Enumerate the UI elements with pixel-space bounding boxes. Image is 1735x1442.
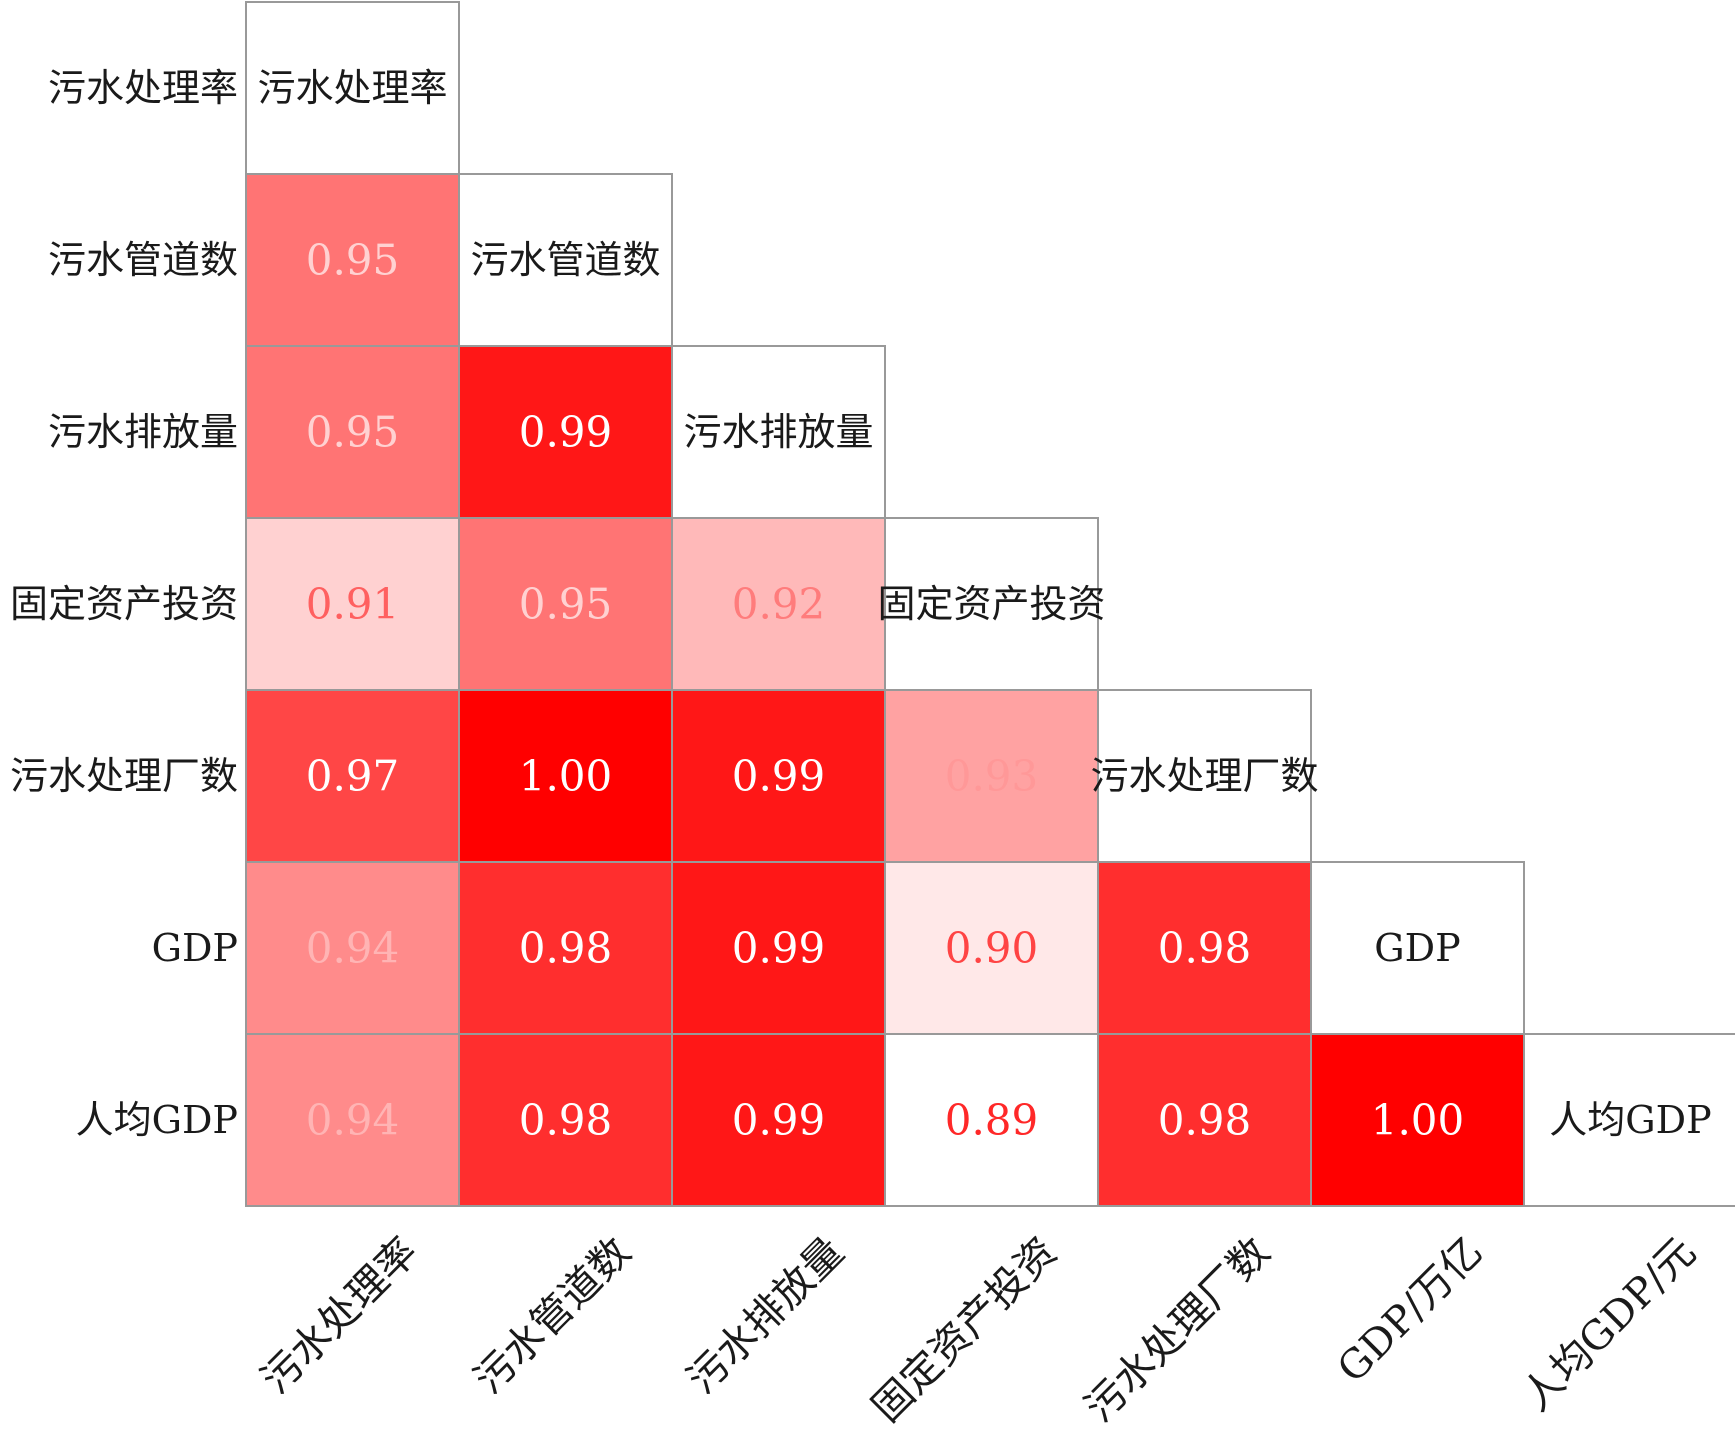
diagonal-cell	[245, 1, 460, 175]
column-label: 污水管道数	[466, 1229, 640, 1403]
cell-value-label: 1.00	[519, 752, 613, 801]
heatmap-cell	[245, 1033, 460, 1207]
heatmap-cell	[1097, 1033, 1312, 1207]
diagonal-label: GDP	[1374, 926, 1460, 970]
cell-value-label: 0.94	[306, 1096, 400, 1145]
heatmap-cell	[884, 861, 1099, 1035]
heatmap-cell	[245, 173, 460, 347]
heatmap-cell	[458, 689, 673, 863]
diagonal-label: 污水管道数	[470, 238, 660, 282]
diagonal-cell	[671, 345, 886, 519]
heatmap-cell	[1097, 861, 1312, 1035]
cell-value-label: 0.89	[945, 1096, 1039, 1145]
heatmap-cell	[458, 1033, 673, 1207]
column-label: 污水排放量	[679, 1229, 853, 1403]
cell-value-label: 0.95	[306, 408, 400, 457]
heatmap-cell	[671, 689, 886, 863]
cell-value-label: 0.92	[732, 580, 826, 629]
row-label: 污水处理厂数	[10, 754, 238, 798]
row-label: 污水管道数	[48, 238, 238, 282]
cell-value-label: 0.91	[306, 580, 400, 629]
row-label: 污水处理率	[48, 66, 238, 110]
heatmap-cell	[1310, 1033, 1525, 1207]
row-label: GDP	[152, 926, 238, 970]
cell-value-label: 0.95	[519, 580, 613, 629]
cell-value-label: 0.99	[519, 408, 613, 457]
cell-value-label: 0.93	[945, 752, 1039, 801]
column-label: 污水处理厂数	[1077, 1229, 1279, 1431]
diagonal-cell	[1310, 861, 1525, 1035]
diagonal-cell	[1097, 689, 1312, 863]
cell-value-label: 0.98	[519, 1096, 613, 1145]
cell-value-label: 0.98	[1158, 1096, 1252, 1145]
diagonal-label: 污水处理厂数	[1090, 754, 1318, 798]
diagonal-cell	[458, 173, 673, 347]
column-label: 人均GDP/元	[1514, 1229, 1705, 1420]
heatmap-cell	[884, 1033, 1099, 1207]
cell-value-label: 0.99	[732, 1096, 826, 1145]
diagonal-cell	[884, 517, 1099, 691]
heatmap-cell	[671, 1033, 886, 1207]
diagonal-label: 固定资产投资	[877, 582, 1105, 626]
column-label: 污水处理率	[253, 1229, 427, 1403]
diagonal-label: 污水处理率	[257, 66, 447, 110]
cell-value-label: 0.98	[519, 924, 613, 973]
heatmap-cells: 0.95 0.95 0.99 0.91 0.95 0.92 0.97 1.00 0.99 0.93…	[245, 173, 1525, 1207]
heatmap-cell	[671, 517, 886, 691]
heatmap-cell	[671, 861, 886, 1035]
row-label: 固定资产投资	[10, 582, 238, 626]
heatmap-cell	[245, 345, 460, 519]
cell-value-label: 0.94	[306, 924, 400, 973]
heatmap-cell	[458, 861, 673, 1035]
cell-value-label: 0.97	[306, 752, 400, 801]
row-label: 污水排放量	[48, 410, 238, 454]
diagonal-label: 污水排放量	[683, 410, 873, 454]
diagonal-cell	[1523, 1033, 1735, 1207]
column-labels: 污水处理率 污水管道数 污水排放量 固定资产投资 污水处理厂数 GDP/万亿 人均GDP/元	[253, 1229, 1705, 1431]
column-label: GDP/万亿	[1329, 1229, 1492, 1392]
column-label: 固定资产投资	[864, 1229, 1066, 1431]
cell-value-label: 0.95	[306, 236, 400, 285]
cell-value-label: 0.99	[732, 924, 826, 973]
cell-value-label: 0.98	[1158, 924, 1252, 973]
heatmap-cell	[245, 689, 460, 863]
diagonal-label: 人均GDP	[1549, 1098, 1711, 1142]
row-label: 人均GDP	[76, 1098, 238, 1142]
cell-value-label: 1.00	[1371, 1096, 1465, 1145]
cell-value-label: 0.99	[732, 752, 826, 801]
cell-value-label: 0.90	[945, 924, 1039, 973]
